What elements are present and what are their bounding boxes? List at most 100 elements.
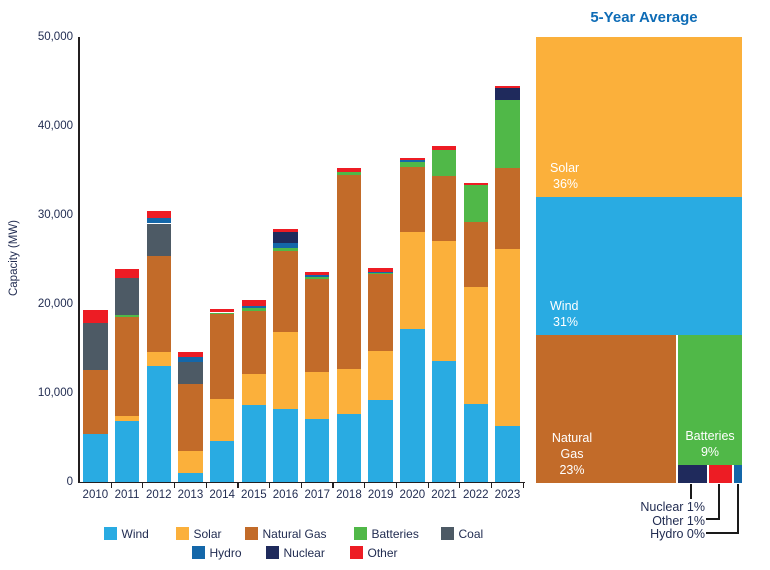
bar-segment-2012-coal: [146, 223, 171, 257]
y-axis-line: [78, 37, 80, 482]
legend-item-wind: Wind: [104, 527, 149, 541]
treemap-label-pct: 36%: [553, 177, 579, 191]
callout-line-hydro-h: [706, 532, 739, 534]
bar-segment-2020-batteries: [400, 162, 425, 168]
x-axis-tick: [110, 483, 112, 488]
x-tick-label-2011: 2011: [114, 489, 140, 501]
bar-segment-2019-batteries: [368, 272, 393, 275]
bar-segment-2010-wind: [83, 434, 108, 483]
x-tick-label-2015: 2015: [241, 489, 267, 501]
legend-label-natural-gas: Natural Gas: [262, 526, 327, 541]
bar-segment-2023-batteries: [495, 99, 520, 169]
treemap-label-solar: Solar 36%: [550, 160, 579, 192]
bar-segment-2017-other: [305, 271, 330, 276]
bar-segment-2015-wind: [241, 405, 267, 483]
bar-segment-2020-solar: [400, 232, 425, 329]
bar-segment-2011-wind: [114, 421, 140, 483]
legend-swatch-nuclear: [266, 546, 279, 559]
bar-segment-2010-coal: [83, 323, 108, 371]
treemap-label-name: Batteries: [685, 429, 735, 443]
treemap-label-name: Natural Gas: [551, 430, 593, 461]
x-tick-label-2022: 2022: [462, 489, 489, 501]
bar-segment-2021-wind: [431, 361, 457, 483]
x-axis-tick: [237, 483, 239, 488]
legend-swatch-coal: [441, 527, 454, 540]
legend-swatch-hydro: [192, 546, 205, 559]
bar-segment-2018-other: [336, 168, 362, 172]
bar-segment-2023-natural-gas: [495, 168, 520, 250]
bar-segment-2017-natural-gas: [305, 278, 330, 373]
x-axis-tick: [332, 483, 334, 488]
bar-segment-2018-wind: [336, 413, 362, 483]
bar-segment-2010-natural-gas: [83, 370, 108, 435]
x-axis-tick: [395, 483, 398, 488]
treemap-label-name: Solar: [550, 161, 580, 175]
bar-segment-2021-batteries: [431, 149, 457, 177]
x-axis-tick: [459, 483, 461, 488]
bar-segment-2016-batteries: [273, 247, 298, 252]
treemap-title: 5-Year Average: [590, 9, 698, 26]
bar-segment-2018-solar: [336, 369, 362, 414]
bar-segment-2022-wind: [463, 404, 488, 483]
bar-segment-2012-wind: [146, 365, 171, 483]
legend-item-batteries: Batteries: [354, 527, 419, 541]
legend-label-nuclear: Nuclear: [283, 545, 325, 560]
x-axis-tick: [364, 483, 366, 488]
treemap-label-name: Wind: [550, 298, 579, 313]
x-tick-label-2016: 2016: [272, 489, 299, 501]
bar-segment-2016-solar: [273, 332, 298, 409]
treemap-block-nuclear: [678, 465, 707, 483]
x-axis-tick: [490, 483, 493, 488]
bar-segment-2010-other: [83, 309, 108, 324]
bar-segment-2014-other: [209, 308, 235, 313]
bar-segment-2017-hydro: [305, 275, 330, 277]
bar-segment-2011-batteries: [114, 315, 140, 317]
treemap-block-wind: Wind 31%: [536, 197, 742, 335]
treemap-block-solar: Solar 36%: [536, 37, 742, 197]
legend-label-coal: Coal: [458, 526, 484, 541]
legend-label-solar: Solar: [193, 526, 222, 541]
bar-segment-2012-natural-gas: [146, 256, 171, 352]
legend-item-natural-gas: Natural Gas: [245, 527, 327, 541]
treemap-label-natural-gas: Natural Gas 23%: [542, 430, 602, 478]
treemap-label-batteries: Batteries 9%: [678, 428, 742, 460]
bar-segment-2019-hydro: [368, 271, 393, 273]
x-tick-label-2020: 2020: [399, 489, 426, 501]
bar-segment-2015-solar: [241, 373, 267, 406]
bar-segment-2020-hydro: [400, 160, 425, 163]
bar-segment-2019-solar: [368, 350, 393, 400]
bar-segment-2014-batteries: [209, 312, 235, 315]
bar-segment-2012-hydro: [146, 218, 171, 224]
legend-swatch-other: [350, 546, 363, 559]
treemap-block-natural-gas: Natural Gas 23%: [536, 334, 676, 483]
bar-segment-2018-natural-gas: [336, 174, 362, 370]
bar-segment-2013-coal: [178, 362, 203, 384]
x-tick-label-2018: 2018: [336, 489, 362, 501]
bar-segment-2023-wind: [495, 425, 520, 483]
legend-label-hydro: Hydro: [209, 545, 242, 560]
callout-line-other-h: [706, 518, 720, 520]
x-axis-line: [78, 481, 525, 483]
bar-segment-2018-batteries: [336, 171, 362, 175]
x-tick-label-2017: 2017: [304, 489, 331, 501]
legend-item-solar: Solar: [176, 527, 222, 541]
y-tick-label-30000: 30,000: [37, 208, 73, 221]
callout-line-nuclear: [690, 484, 692, 499]
treemap-block-batteries: Batteries 9%: [678, 334, 742, 465]
y-tick-label-10000: 10,000: [37, 386, 73, 399]
bar-segment-2014-wind: [209, 440, 235, 483]
bar-segment-2012-solar: [146, 351, 171, 366]
treemap-label-pct: 23%: [559, 462, 585, 477]
bar-segment-2016-wind: [273, 408, 298, 483]
x-axis-tick: [427, 483, 429, 488]
bar-segment-2011-coal: [114, 277, 140, 316]
y-tick-label-0: 0: [66, 475, 73, 488]
treemap-label-pct: 31%: [553, 314, 579, 329]
bar-segment-2019-natural-gas: [368, 274, 393, 351]
bar-segment-2015-natural-gas: [241, 310, 267, 374]
bar-segment-2022-solar: [463, 286, 488, 405]
callout-label-nuclear: Nuclear 1%: [640, 500, 705, 514]
bar-segment-2017-wind: [305, 419, 330, 483]
bar-segment-2013-other: [178, 351, 203, 357]
